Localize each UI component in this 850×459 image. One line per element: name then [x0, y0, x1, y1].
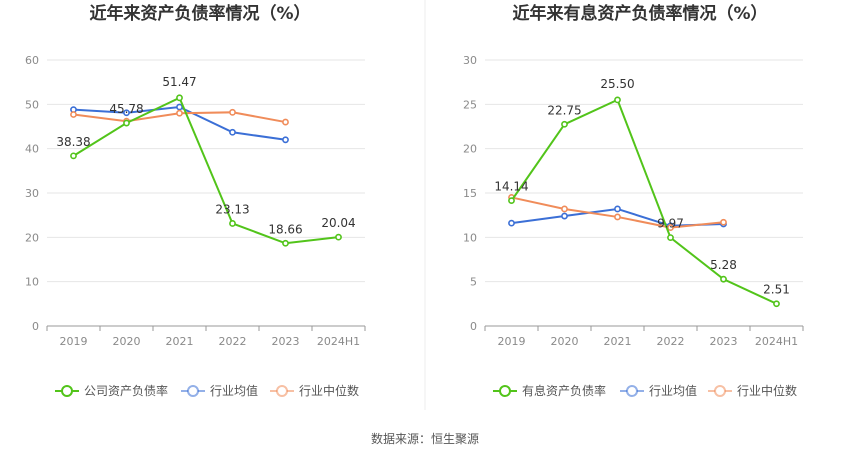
data-label: 25.50 — [600, 77, 634, 91]
data-point[interactable] — [123, 109, 130, 117]
data-point[interactable] — [773, 300, 780, 308]
y-tick-label: 30 — [463, 54, 477, 67]
data-point[interactable] — [176, 94, 183, 102]
data-point[interactable] — [282, 118, 289, 126]
y-tick-label: 30 — [25, 187, 39, 200]
data-label: 18.66 — [268, 222, 302, 236]
series-line — [511, 196, 724, 229]
x-tick-label: 2021 — [166, 335, 194, 348]
legend-label: 公司资产负债率 — [84, 383, 168, 398]
data-label: 20.04 — [321, 216, 355, 230]
x-tick-label: 2020 — [551, 335, 579, 348]
legend-label: 行业均值 — [649, 383, 697, 398]
x-tick-label: 2023 — [272, 335, 300, 348]
series-line — [72, 96, 339, 245]
x-tick-label: 2022 — [219, 335, 247, 348]
data-label: 5.28 — [710, 258, 737, 272]
legend-label: 行业中位数 — [737, 383, 797, 398]
y-tick-label: 25 — [463, 98, 477, 111]
legend-label: 行业均值 — [210, 383, 258, 398]
source-note: 数据来源：恒生聚源 — [371, 431, 479, 446]
data-label: 9.97 — [657, 217, 684, 231]
data-point[interactable] — [508, 219, 515, 227]
data-point[interactable] — [561, 205, 568, 213]
legend-item[interactable]: 公司资产负债率 — [55, 383, 168, 398]
legend-marker — [499, 385, 511, 397]
legend-marker — [626, 385, 638, 397]
legend-marker — [187, 385, 199, 397]
data-point[interactable] — [335, 233, 342, 241]
x-tick-label: 2021 — [604, 335, 632, 348]
legend-item[interactable]: 行业均值 — [620, 383, 697, 398]
data-point[interactable] — [123, 119, 130, 127]
data-point[interactable] — [176, 103, 183, 111]
data-point[interactable] — [614, 96, 621, 104]
x-tick-label: 2023 — [710, 335, 738, 348]
x-tick-label: 2019 — [60, 335, 88, 348]
legend-marker — [61, 385, 73, 397]
data-label: 45.78 — [109, 102, 143, 116]
data-point[interactable] — [720, 218, 727, 226]
y-tick-label: 0 — [32, 320, 39, 333]
chart-panel-interest-debt-ratio: 近年来有息资产负债率情况（%） 0 5 10 15 20 25 30 2019 2020 2021 2… — [463, 3, 804, 398]
legend-item[interactable]: 行业中位数 — [270, 383, 359, 398]
x-tick-label: 2020 — [113, 335, 141, 348]
legend-item[interactable]: 有息资产负债率 — [493, 383, 606, 398]
data-point[interactable] — [282, 136, 289, 144]
legend-item[interactable]: 行业均值 — [181, 383, 258, 398]
data-point[interactable] — [667, 234, 674, 241]
data-point[interactable] — [508, 197, 515, 205]
legend-label: 有息资产负债率 — [522, 383, 606, 398]
y-tick-label: 50 — [25, 98, 39, 111]
data-point[interactable] — [614, 205, 621, 213]
data-label: 2.51 — [763, 283, 790, 297]
legend-marker — [276, 385, 288, 397]
x-tick-label: 2024H1 — [755, 335, 798, 348]
data-point[interactable] — [282, 239, 289, 247]
x-tick-label: 2019 — [498, 335, 526, 348]
y-tick-label: 5 — [470, 276, 477, 289]
data-label: 38.38 — [56, 135, 90, 149]
y-tick-label: 40 — [25, 143, 39, 156]
series-line — [510, 98, 777, 305]
data-point[interactable] — [561, 212, 568, 220]
data-point[interactable] — [229, 108, 236, 116]
data-point[interactable] — [720, 275, 727, 283]
chart-title: 近年来有息资产负债率情况（%） — [512, 3, 767, 24]
data-point[interactable] — [70, 111, 77, 118]
legend-item[interactable]: 行业中位数 — [708, 383, 797, 398]
chart-panel-debt-ratio: 近年来资产负债率情况（%） 0 10 20 30 40 50 60 2019 2020 2021 20… — [25, 3, 366, 398]
y-tick-label: 60 — [25, 54, 39, 67]
y-tick-label: 0 — [470, 320, 477, 333]
data-point[interactable] — [229, 128, 236, 136]
data-label: 23.13 — [215, 202, 249, 216]
data-label: 51.47 — [162, 75, 196, 89]
data-point[interactable] — [614, 213, 621, 221]
legend-marker — [714, 385, 726, 397]
chart-title: 近年来资产负债率情况（%） — [89, 3, 310, 24]
data-point[interactable] — [229, 220, 236, 227]
data-point[interactable] — [176, 109, 183, 117]
data-point[interactable] — [70, 152, 77, 160]
y-tick-label: 20 — [25, 231, 39, 244]
y-tick-label: 15 — [463, 187, 477, 200]
legend-label: 行业中位数 — [299, 383, 359, 398]
y-tick-label: 10 — [463, 231, 477, 244]
data-point[interactable] — [667, 224, 674, 231]
x-tick-label: 2022 — [657, 335, 685, 348]
y-tick-label: 20 — [463, 143, 477, 156]
y-tick-label: 10 — [25, 276, 39, 289]
data-point[interactable] — [561, 120, 568, 128]
data-label: 14.14 — [494, 180, 528, 194]
x-tick-label: 2024H1 — [317, 335, 360, 348]
data-label: 22.75 — [547, 103, 581, 117]
